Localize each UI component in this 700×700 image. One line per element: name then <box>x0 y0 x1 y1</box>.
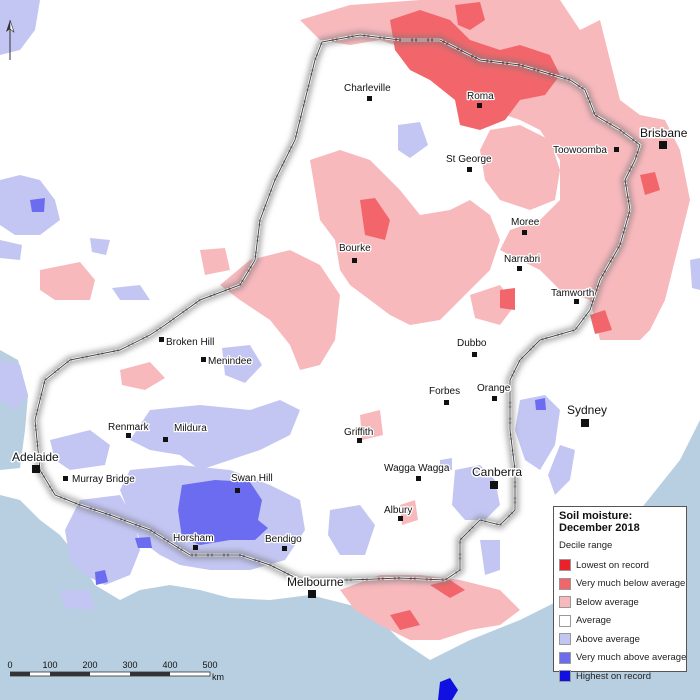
scale-tick-label: 300 <box>122 660 138 670</box>
toowoomba-marker <box>614 147 619 152</box>
charleville-marker <box>367 96 372 101</box>
griffith-label: Griffith <box>344 427 373 438</box>
bourke-marker <box>352 258 357 263</box>
town-markers <box>63 96 619 551</box>
adelaide-label: Adelaide <box>12 450 59 464</box>
menindee-marker <box>201 357 206 362</box>
state-boundary-line <box>34 34 641 581</box>
toowoomba-label: Toowoomba <box>553 145 607 156</box>
legend-item: Very much above average <box>559 649 686 668</box>
legend-item: Lowest on record <box>559 556 681 575</box>
legend-swatch <box>559 559 571 572</box>
wagga-wagga-label: Wagga Wagga <box>384 463 450 474</box>
broken-hill-marker <box>159 337 164 342</box>
legend-item-label: Below average <box>576 596 639 608</box>
adelaide-marker <box>32 465 40 473</box>
horsham-label: Horsham <box>173 533 214 544</box>
scale-bar: 0 100 200 300 400 500 km <box>7 660 224 690</box>
brisbane-marker <box>659 141 667 149</box>
bendigo-marker <box>282 546 287 551</box>
dubbo-label: Dubbo <box>457 338 487 349</box>
brisbane-label: Brisbane <box>640 126 688 140</box>
mildura-label: Mildura <box>174 423 207 434</box>
roma-label: Roma <box>467 91 494 102</box>
scale-tick-label: 200 <box>82 660 98 670</box>
map-legend: Soil moisture: December 2018 Decile rang… <box>553 506 687 683</box>
renmark-marker <box>126 433 131 438</box>
griffith-marker <box>357 438 362 443</box>
murray-bridge-label: Murray Bridge <box>72 474 135 485</box>
legend-swatch <box>559 633 571 646</box>
sydney-label: Sydney <box>567 403 607 417</box>
tamworth-marker <box>574 299 579 304</box>
legend-item-label: Very much above average <box>576 652 687 664</box>
legend-title-line1: Soil moisture: <box>559 510 633 522</box>
charleville-label: Charleville <box>344 83 391 94</box>
orange-label: Orange <box>477 383 511 394</box>
forbes-label: Forbes <box>429 386 460 397</box>
legend-title-line2: December 2018 <box>559 522 640 534</box>
scale-tick-label: 0 <box>7 660 13 670</box>
bendigo-label: Bendigo <box>265 534 302 545</box>
broken-hill-label: Broken Hill <box>166 337 214 348</box>
moree-marker <box>522 230 527 235</box>
highest-on-record-region <box>438 678 458 700</box>
scale-bar-graphic <box>10 671 211 677</box>
dubbo-marker <box>472 352 477 357</box>
legend-item: Average <box>559 612 681 631</box>
narrabri-label: Narrabri <box>504 254 540 265</box>
legend-item: Above average <box>559 630 681 649</box>
sydney-marker <box>581 419 589 427</box>
renmark-label: Renmark <box>108 422 150 433</box>
legend-swatch <box>559 670 571 683</box>
melbourne-label: Melbourne <box>287 575 344 589</box>
murray-bridge-marker <box>63 476 68 481</box>
scale-tick-label: 400 <box>162 660 178 670</box>
scale-tick-label: 100 <box>42 660 58 670</box>
legend-item: Highest on record <box>559 667 681 686</box>
legend-item: Below average <box>559 593 681 612</box>
north-arrow-icon <box>6 20 15 60</box>
albury-marker <box>398 516 403 521</box>
legend-subtitle: Decile range <box>559 540 613 551</box>
bourke-label: Bourke <box>339 243 371 254</box>
legend-swatch <box>559 651 571 664</box>
legend-items: Lowest on record Very much below average B… <box>559 556 686 686</box>
legend-item-label: Highest on record <box>576 670 651 682</box>
legend-item-label: Lowest on record <box>576 559 649 571</box>
very-much-above-average-regions <box>30 198 546 585</box>
albury-label: Albury <box>384 505 412 516</box>
canberra-label: Canberra <box>472 465 522 479</box>
legend-item-label: Above average <box>576 633 640 645</box>
legend-item-label: Average <box>576 615 612 627</box>
moree-label: Moree <box>511 217 540 228</box>
legend-swatch <box>559 577 571 590</box>
swan-hill-marker <box>235 488 240 493</box>
city-markers <box>32 141 667 598</box>
canberra-marker <box>490 481 498 489</box>
roma-marker <box>477 103 482 108</box>
scale-unit-label: km <box>212 672 224 682</box>
wagga-wagga-marker <box>416 476 421 481</box>
melbourne-marker <box>308 590 316 598</box>
menindee-label: Menindee <box>208 356 252 367</box>
horsham-marker <box>193 545 198 550</box>
tamworth-label: Tamworth <box>551 288 594 299</box>
legend-item-label: Very much below average <box>576 578 686 590</box>
orange-marker <box>492 396 497 401</box>
mildura-marker <box>163 437 168 442</box>
legend-swatch <box>559 614 571 627</box>
forbes-marker <box>444 400 449 405</box>
scale-tick-label: 500 <box>202 660 218 670</box>
above-average-regions <box>0 0 700 610</box>
legend-swatch <box>559 596 571 609</box>
swan-hill-label: Swan Hill <box>231 473 273 484</box>
st-george-marker <box>467 167 472 172</box>
narrabri-marker <box>517 266 522 271</box>
below-average-regions <box>40 0 690 640</box>
legend-item: Very much below average <box>559 575 685 594</box>
st-george-label: St George <box>446 154 492 165</box>
